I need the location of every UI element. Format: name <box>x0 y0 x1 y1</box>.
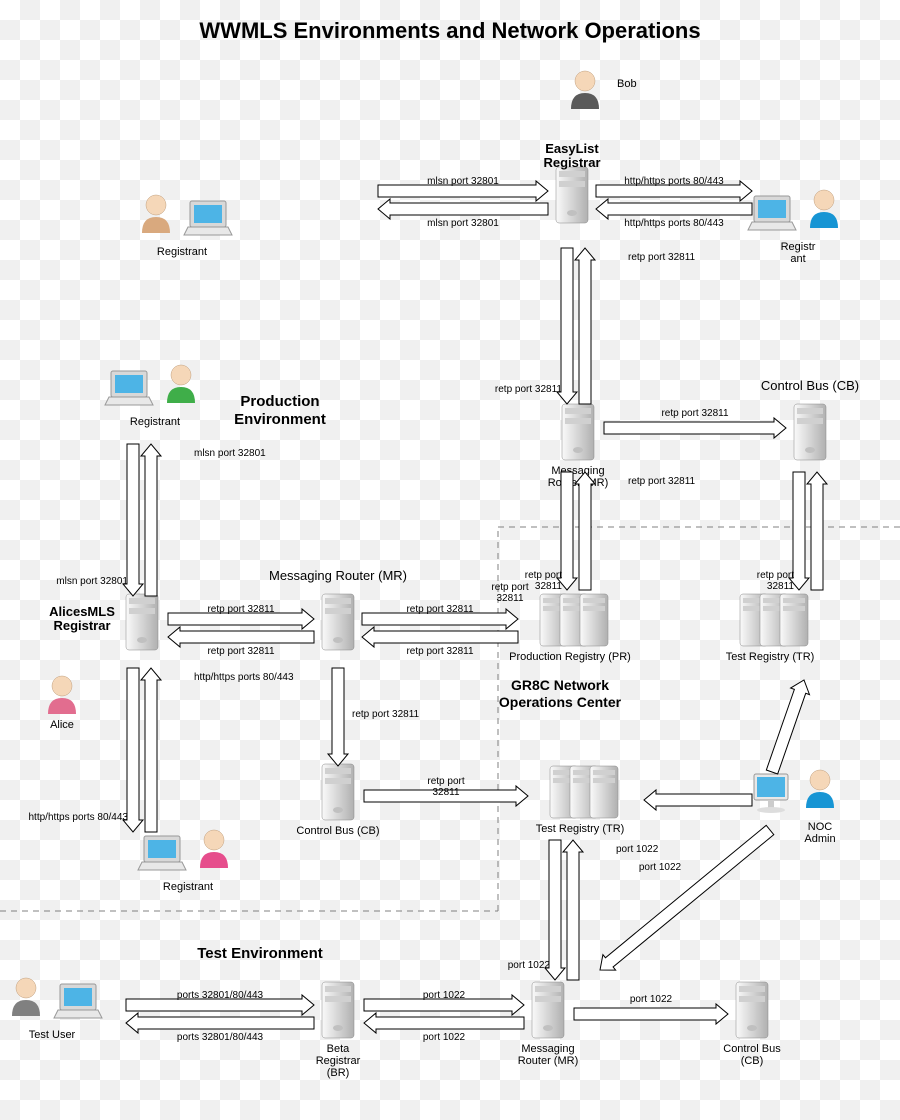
svg-text:EasyList: EasyList <box>545 141 599 156</box>
svg-text:port 1022: port 1022 <box>616 844 659 855</box>
svg-text:retp port 32811: retp port 32811 <box>628 252 696 263</box>
svg-text:Registrant: Registrant <box>130 416 180 428</box>
svg-text:mlsn port 32801: mlsn port 32801 <box>427 218 499 229</box>
svg-text:Test Registry (TR): Test Registry (TR) <box>726 651 815 663</box>
svg-text:mlsn port 32801: mlsn port 32801 <box>56 576 128 587</box>
svg-text:http/https ports 80/443: http/https ports 80/443 <box>194 672 294 683</box>
svg-text:Registrar: Registrar <box>316 1055 361 1067</box>
svg-text:Admin: Admin <box>804 833 835 845</box>
svg-text:Test User: Test User <box>29 1029 76 1041</box>
svg-text:Messaging: Messaging <box>551 465 604 477</box>
svg-text:Environment: Environment <box>234 411 326 428</box>
svg-text:Control Bus: Control Bus <box>723 1043 781 1055</box>
svg-text:GR8C Network: GR8C Network <box>511 677 609 693</box>
svg-text:retp port 32811: retp port 32811 <box>207 646 275 657</box>
svg-text:port 1022: port 1022 <box>508 960 551 971</box>
svg-text:(CB): (CB) <box>741 1055 764 1067</box>
svg-text:Alice: Alice <box>50 719 74 731</box>
svg-text:retp port 32811: retp port 32811 <box>661 408 729 419</box>
svg-text:http/https ports 80/443: http/https ports 80/443 <box>28 812 128 823</box>
svg-text:http/https ports 80/443: http/https ports 80/443 <box>624 218 724 229</box>
svg-text:Production: Production <box>240 393 319 410</box>
svg-text:mlsn port 32801: mlsn port 32801 <box>194 448 266 459</box>
svg-text:Messaging: Messaging <box>521 1043 574 1055</box>
svg-text:Router (MR): Router (MR) <box>518 1055 579 1067</box>
svg-text:Bob: Bob <box>617 78 637 90</box>
svg-text:retp port 32811: retp port 32811 <box>628 476 696 487</box>
svg-text:Registrant: Registrant <box>163 881 213 893</box>
svg-text:port 1022: port 1022 <box>423 990 466 1001</box>
svg-text:port 1022: port 1022 <box>630 994 673 1005</box>
svg-text:ports 32801/80/443: ports 32801/80/443 <box>177 990 264 1001</box>
svg-text:Beta: Beta <box>327 1043 351 1055</box>
svg-text:mlsn port 32801: mlsn port 32801 <box>427 176 499 187</box>
svg-text:32811: 32811 <box>432 787 460 798</box>
svg-text:Operations Center: Operations Center <box>499 694 622 710</box>
svg-text:Test Registry (TR): Test Registry (TR) <box>536 823 625 835</box>
svg-text:http/https ports 80/443: http/https ports 80/443 <box>624 176 724 187</box>
svg-text:port 1022: port 1022 <box>423 1032 466 1043</box>
svg-text:retp port 32811: retp port 32811 <box>406 646 474 657</box>
svg-text:ports 32801/80/443: ports 32801/80/443 <box>177 1032 264 1043</box>
svg-text:NOC: NOC <box>808 821 833 833</box>
svg-text:(BR): (BR) <box>327 1067 350 1079</box>
svg-text:Test Environment: Test Environment <box>197 945 323 962</box>
svg-text:Registrar: Registrar <box>53 618 110 633</box>
svg-text:32811: 32811 <box>535 581 563 592</box>
svg-text:port 1022: port 1022 <box>639 862 682 873</box>
svg-text:AlicesMLS: AlicesMLS <box>49 604 115 619</box>
svg-text:retp port 32811: retp port 32811 <box>495 384 563 395</box>
svg-text:Production Registry (PR): Production Registry (PR) <box>509 651 631 663</box>
svg-text:32811: 32811 <box>496 593 524 604</box>
svg-text:Registrant: Registrant <box>157 246 207 258</box>
svg-text:Registrar: Registrar <box>543 155 600 170</box>
svg-text:Messaging Router (MR): Messaging Router (MR) <box>269 568 407 583</box>
svg-text:retp port: retp port <box>525 570 562 581</box>
svg-text:Registr: Registr <box>781 241 816 253</box>
svg-text:retp port: retp port <box>427 776 464 787</box>
svg-text:retp port: retp port <box>491 582 528 593</box>
svg-text:retp port 32811: retp port 32811 <box>352 709 420 720</box>
svg-text:Control Bus (CB): Control Bus (CB) <box>761 378 859 393</box>
diagram-svg: ProductionEnvironment GR8C NetworkOperati… <box>0 0 900 1120</box>
svg-text:32811: 32811 <box>767 581 795 592</box>
svg-text:ant: ant <box>790 253 805 265</box>
svg-text:retp port 32811: retp port 32811 <box>406 604 474 615</box>
svg-text:retp port: retp port <box>757 570 794 581</box>
svg-text:Control Bus (CB): Control Bus (CB) <box>296 825 379 837</box>
svg-text:retp port 32811: retp port 32811 <box>207 604 275 615</box>
diagram-canvas: WWMLS Environments and Network Operation… <box>0 0 900 1120</box>
